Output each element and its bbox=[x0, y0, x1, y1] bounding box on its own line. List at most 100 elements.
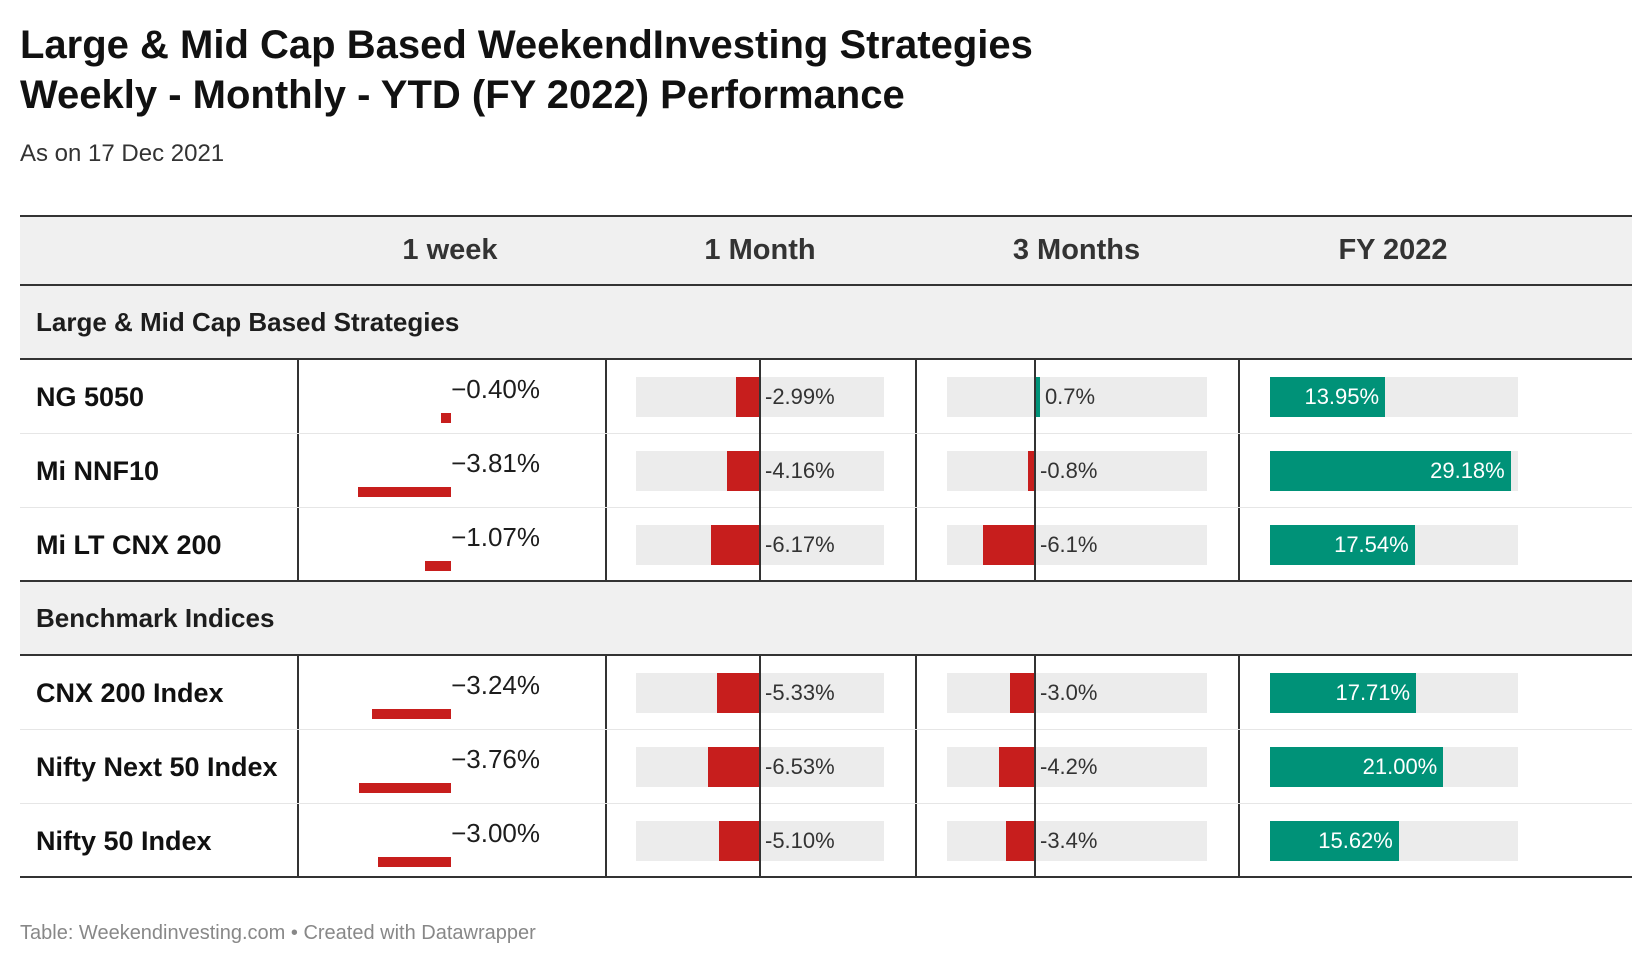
month-axis bbox=[759, 434, 761, 508]
month-label: -4.16% bbox=[765, 458, 835, 483]
column-divider bbox=[297, 804, 299, 876]
three-months-cell: 0.7% bbox=[947, 360, 1207, 434]
row-name: Nifty 50 Index bbox=[36, 826, 212, 856]
fy-bar bbox=[1270, 821, 1399, 861]
month-bar bbox=[726, 451, 760, 491]
fy-label: 13.95% bbox=[1304, 384, 1380, 409]
column-divider bbox=[1238, 434, 1240, 507]
row-name: NG 5050 bbox=[36, 382, 145, 412]
performance-table: 1 week 1 Month 3 Months FY 2022 Large & … bbox=[20, 215, 1632, 878]
title-line-2: Weekly - Monthly - YTD (FY 2022) Perform… bbox=[20, 73, 905, 117]
column-divider bbox=[605, 804, 607, 876]
month-cell: -2.99% bbox=[636, 360, 884, 434]
month-label: -2.99% bbox=[765, 384, 835, 409]
three-months-cell: -4.2% bbox=[947, 730, 1207, 804]
row-name: Mi NNF10 bbox=[36, 456, 160, 486]
column-divider bbox=[915, 730, 917, 803]
three-months-bar bbox=[1009, 673, 1035, 713]
column-divider bbox=[915, 434, 917, 507]
column-divider bbox=[605, 730, 607, 803]
three-months-label: -3.4% bbox=[1040, 828, 1098, 853]
column-divider bbox=[915, 508, 917, 580]
column-divider bbox=[915, 360, 917, 433]
fy-bar bbox=[1270, 525, 1415, 565]
fy-bar bbox=[1270, 377, 1386, 417]
table-row: Nifty 50 Index −3.00% -5.10% -3.4% 15.62% bbox=[20, 804, 1632, 878]
month-bar bbox=[707, 747, 760, 787]
header-1-week: 1 week bbox=[402, 234, 498, 266]
month-cell: -6.17% bbox=[636, 508, 884, 582]
table-body: Large & Mid Cap Based Strategies NG 5050 −… bbox=[20, 286, 1632, 878]
fy-label: 15.62% bbox=[1318, 828, 1393, 853]
month-bar bbox=[736, 377, 760, 417]
three-months-bar bbox=[999, 747, 1035, 787]
row-name: CNX 200 Index bbox=[36, 678, 224, 708]
month-axis bbox=[759, 804, 761, 878]
fy-cell: 15.62% bbox=[1270, 821, 1518, 861]
three-months-axis bbox=[1034, 360, 1036, 434]
three-months-label: -4.2% bbox=[1040, 754, 1098, 779]
row-name: Mi LT CNX 200 bbox=[36, 530, 222, 560]
month-label: -5.10% bbox=[765, 828, 835, 853]
month-axis bbox=[759, 508, 761, 582]
column-divider bbox=[605, 434, 607, 507]
three-months-axis bbox=[1034, 656, 1036, 730]
three-months-axis bbox=[1034, 434, 1036, 508]
three-months-bar bbox=[1034, 377, 1040, 417]
column-divider bbox=[605, 656, 607, 729]
fy-bar bbox=[1270, 747, 1444, 787]
fy-label: 29.18% bbox=[1430, 458, 1505, 483]
group-row: Benchmark Indices bbox=[20, 582, 1632, 656]
week-value: −3.81% bbox=[451, 448, 540, 478]
group-label: Large & Mid Cap Based Strategies bbox=[36, 307, 460, 337]
table-row: Mi LT CNX 200 −1.07% -6.17% -6.1% 17.54% bbox=[20, 508, 1632, 582]
column-divider bbox=[297, 730, 299, 803]
column-divider bbox=[1238, 730, 1240, 803]
three-months-label: -6.1% bbox=[1040, 532, 1098, 557]
header-fy-2022: FY 2022 bbox=[1338, 234, 1448, 266]
three-months-label: -3.0% bbox=[1040, 680, 1098, 705]
month-cell: -4.16% bbox=[636, 434, 884, 508]
column-divider bbox=[1238, 360, 1240, 433]
three-months-cell: -6.1% bbox=[947, 508, 1207, 582]
month-axis bbox=[759, 730, 761, 804]
three-months-axis bbox=[1034, 804, 1036, 878]
column-divider bbox=[605, 508, 607, 580]
fy-cell: 13.95% bbox=[1270, 377, 1518, 417]
fy-cell: 17.71% bbox=[1270, 673, 1518, 713]
fy-cell: 21.00% bbox=[1270, 747, 1518, 787]
three-months-bar bbox=[1028, 451, 1035, 491]
column-divider bbox=[915, 804, 917, 876]
week-bar bbox=[441, 413, 451, 423]
three-months-axis bbox=[1034, 508, 1036, 582]
chart-title: Large & Mid Cap Based WeekendInvesting S… bbox=[20, 20, 1320, 120]
source-footer: Table: Weekendinvesting.com • Created wi… bbox=[20, 922, 536, 944]
fy-label: 17.54% bbox=[1334, 532, 1409, 557]
week-bar bbox=[377, 857, 451, 867]
week-value: −3.76% bbox=[451, 744, 540, 774]
three-months-label: 0.7% bbox=[1044, 384, 1096, 409]
table-row: NG 5050 −0.40% -2.99% 0.7% 13.95% bbox=[20, 360, 1632, 434]
month-bar bbox=[717, 673, 760, 713]
title-line-1: Large & Mid Cap Based WeekendInvesting S… bbox=[20, 23, 1033, 67]
column-divider bbox=[297, 360, 299, 433]
group-row: Large & Mid Cap Based Strategies bbox=[20, 286, 1632, 360]
month-cell: -6.53% bbox=[636, 730, 884, 804]
three-months-label: -0.8% bbox=[1040, 458, 1098, 483]
month-label: -6.17% bbox=[765, 532, 835, 557]
fy-label: 17.71% bbox=[1335, 680, 1411, 705]
column-divider bbox=[915, 656, 917, 729]
header-1-month: 1 Month bbox=[704, 234, 816, 266]
month-axis bbox=[759, 360, 761, 434]
week-bar bbox=[371, 709, 451, 719]
table-row: Mi NNF10 −3.81% -4.16% -0.8% 29.18% bbox=[20, 434, 1632, 508]
three-months-cell: -0.8% bbox=[947, 434, 1207, 508]
group-label: Benchmark Indices bbox=[36, 603, 275, 633]
week-value: −0.40% bbox=[451, 374, 540, 404]
month-bar bbox=[710, 525, 760, 565]
week-bar bbox=[358, 783, 451, 793]
week-value: −3.24% bbox=[451, 670, 540, 700]
month-label: -5.33% bbox=[765, 680, 835, 705]
table-header: 1 week 1 Month 3 Months FY 2022 bbox=[20, 215, 1632, 286]
three-months-bar bbox=[983, 525, 1035, 565]
